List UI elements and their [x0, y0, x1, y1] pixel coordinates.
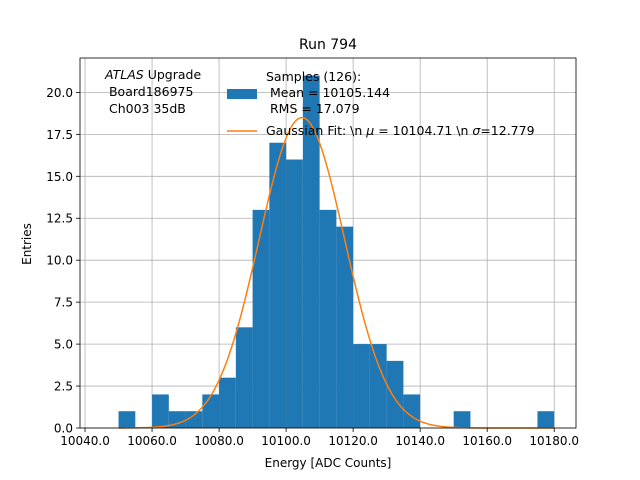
histogram-bar [252, 209, 270, 428]
y-tick-label: 7.5 [54, 296, 73, 310]
histogram-bar [453, 411, 471, 428]
histogram-bars [118, 75, 555, 428]
x-tick-label: 10180.0 [529, 434, 579, 448]
x-tick-label: 10040.0 [60, 434, 110, 448]
histogram-bar [386, 360, 404, 428]
histogram-bar [269, 142, 287, 428]
x-tick-label: 10160.0 [462, 434, 512, 448]
histogram-bar [168, 411, 186, 428]
y-tick-label: 0.0 [54, 422, 73, 436]
histogram-bar [319, 209, 337, 428]
annotation-upgrade: Upgrade [144, 67, 202, 82]
atlas-annotation: ATLAS Upgrade Board186975 Ch003 35dB [104, 67, 201, 116]
y-tick-label: 5.0 [54, 338, 73, 352]
histogram-bar [336, 226, 354, 428]
histogram-bar [353, 344, 370, 428]
annotation-atlas: ATLAS [104, 67, 144, 82]
histogram-bar [118, 411, 136, 428]
legend-fit-sigma: σ [472, 123, 481, 138]
x-tick-label: 10080.0 [194, 434, 244, 448]
y-tick-label: 20.0 [46, 86, 73, 100]
legend-samples-rms: RMS = 17.079 [266, 101, 360, 116]
histogram-bar [369, 344, 387, 428]
annotation-channel: Ch003 35dB [105, 101, 186, 116]
histogram-bar [235, 327, 253, 428]
y-tick-label: 17.5 [46, 128, 73, 142]
legend-samples-line-1: Samples (126): [266, 69, 361, 84]
legend-fit-label: Gaussian Fit: \n μ = 10104.71 \n σ=12.77… [266, 123, 535, 138]
x-tick-label: 10140.0 [395, 434, 445, 448]
histogram-bar [185, 411, 203, 428]
histogram-bar [286, 159, 303, 428]
legend: Samples (126): Mean = 10105.144 RMS = 17… [227, 69, 535, 138]
histogram-bar [152, 394, 169, 428]
ticks-layer: 10040.0 10060.0 10080.0 10100.0 10120.0 10140… [46, 86, 579, 448]
legend-fit-mid: = 10104.71 \n [374, 123, 472, 138]
y-tick-label: 10.0 [46, 254, 73, 268]
y-tick-label: 2.5 [54, 380, 73, 394]
legend-fit-prefix: Gaussian Fit: \n [266, 123, 366, 138]
x-tick-label: 10100.0 [261, 434, 311, 448]
legend-histogram-patch [227, 89, 257, 99]
legend-samples-mean: Mean = 10105.144 [266, 85, 390, 100]
histogram-bar [537, 411, 555, 428]
histogram-bar [302, 75, 320, 428]
x-tick-label: 10060.0 [127, 434, 177, 448]
annotation-line-1: ATLAS Upgrade [104, 67, 201, 82]
y-axis-label: Entries [20, 223, 34, 265]
y-tick-label: 15.0 [46, 170, 73, 184]
legend-fit-mu: μ [365, 123, 374, 138]
x-tick-label: 10120.0 [328, 434, 378, 448]
x-axis-label: Energy [ADC Counts] [265, 456, 392, 470]
histogram-bar [219, 377, 236, 428]
legend-fit-suffix: =12.779 [480, 123, 534, 138]
histogram-bar [202, 394, 220, 428]
axes-frame [79, 57, 577, 429]
annotation-board: Board186975 [105, 84, 193, 99]
chart-title: Run 794 [299, 37, 357, 53]
y-tick-label: 12.5 [46, 212, 73, 226]
